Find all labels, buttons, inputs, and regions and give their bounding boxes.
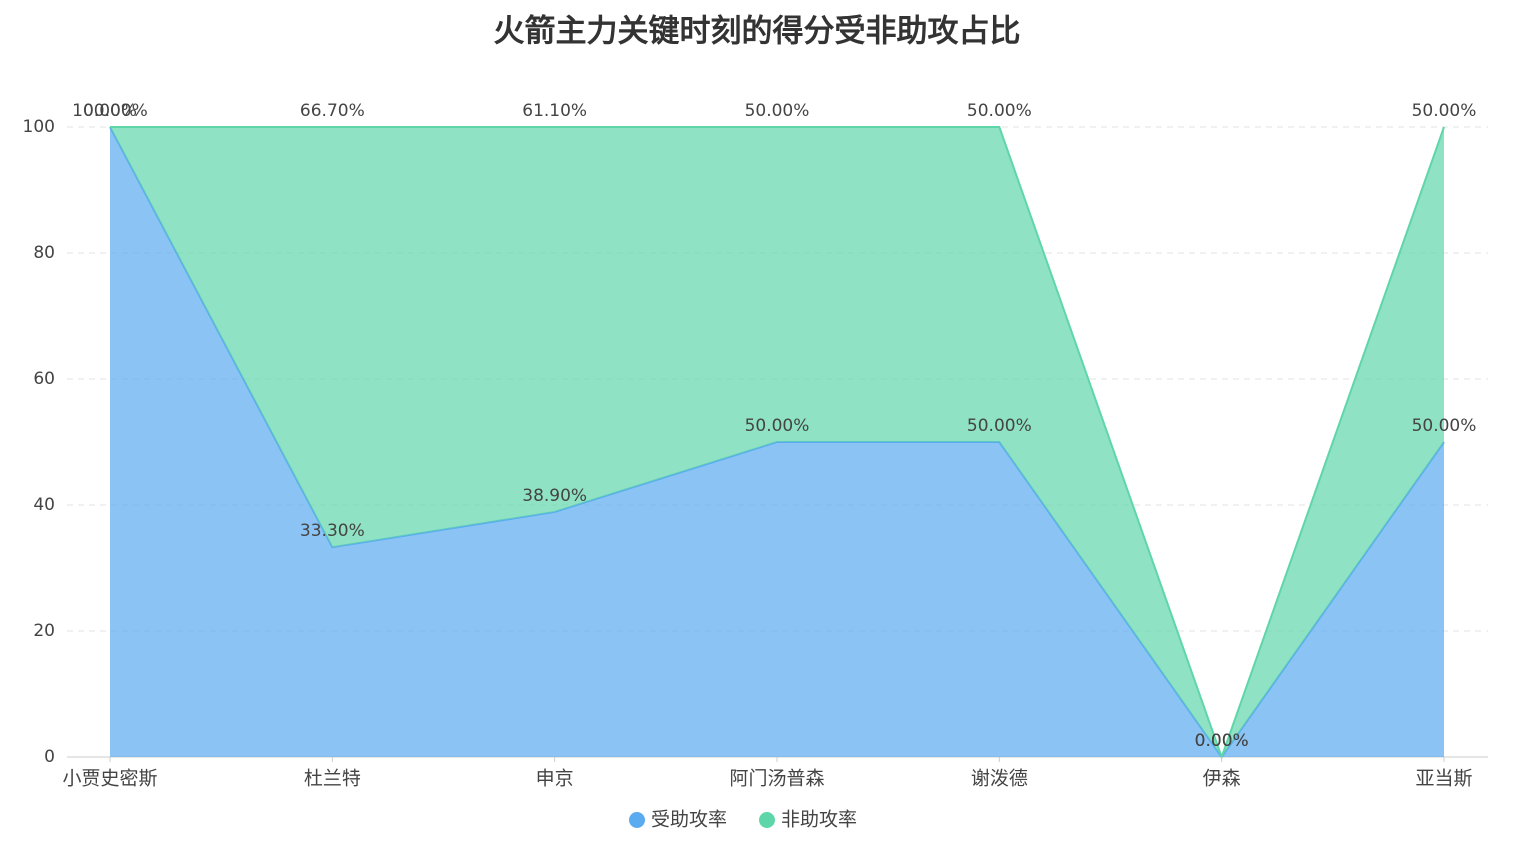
value-label: 50.00% <box>745 101 810 121</box>
y-tick-label: 60 <box>33 369 55 389</box>
value-label: 66.70% <box>300 101 365 121</box>
y-tick-label: 0 <box>44 747 55 767</box>
value-label: 0.00% <box>83 101 137 121</box>
value-label: 50.00% <box>1412 101 1477 121</box>
x-tick-label: 阿门汤普森 <box>729 768 824 790</box>
x-tick-label: 小贾史密斯 <box>62 768 157 790</box>
value-label: 33.30% <box>300 521 365 541</box>
value-label: 38.90% <box>522 486 587 506</box>
value-label: 50.00% <box>745 416 810 436</box>
x-tick-label: 申京 <box>536 768 574 790</box>
value-label: 50.00% <box>1412 416 1477 436</box>
x-tick-label: 伊森 <box>1203 768 1241 790</box>
x-tick-label: 亚当斯 <box>1415 768 1472 790</box>
value-label: 0.00% <box>1195 731 1249 751</box>
y-tick-label: 100 <box>23 117 55 137</box>
legend-label: 非助攻率 <box>781 809 857 831</box>
value-label: 61.10% <box>522 101 587 121</box>
y-tick-label: 20 <box>33 621 55 641</box>
legend-marker <box>629 812 645 828</box>
value-label: 50.00% <box>967 416 1032 436</box>
legend-marker <box>759 812 775 828</box>
value-label: 0.00% <box>1195 731 1249 751</box>
x-tick-label: 杜兰特 <box>304 768 361 790</box>
y-tick-label: 40 <box>33 495 55 515</box>
area <box>110 127 1444 757</box>
x-tick-label: 谢泼德 <box>971 768 1028 790</box>
legend-label: 受助攻率 <box>651 809 727 831</box>
y-tick-label: 80 <box>33 243 55 263</box>
chart-title: 火箭主力关键时刻的得分受非助攻占比 <box>494 14 1021 50</box>
value-label: 100.00% <box>72 101 148 121</box>
value-label: 50.00% <box>967 101 1032 121</box>
